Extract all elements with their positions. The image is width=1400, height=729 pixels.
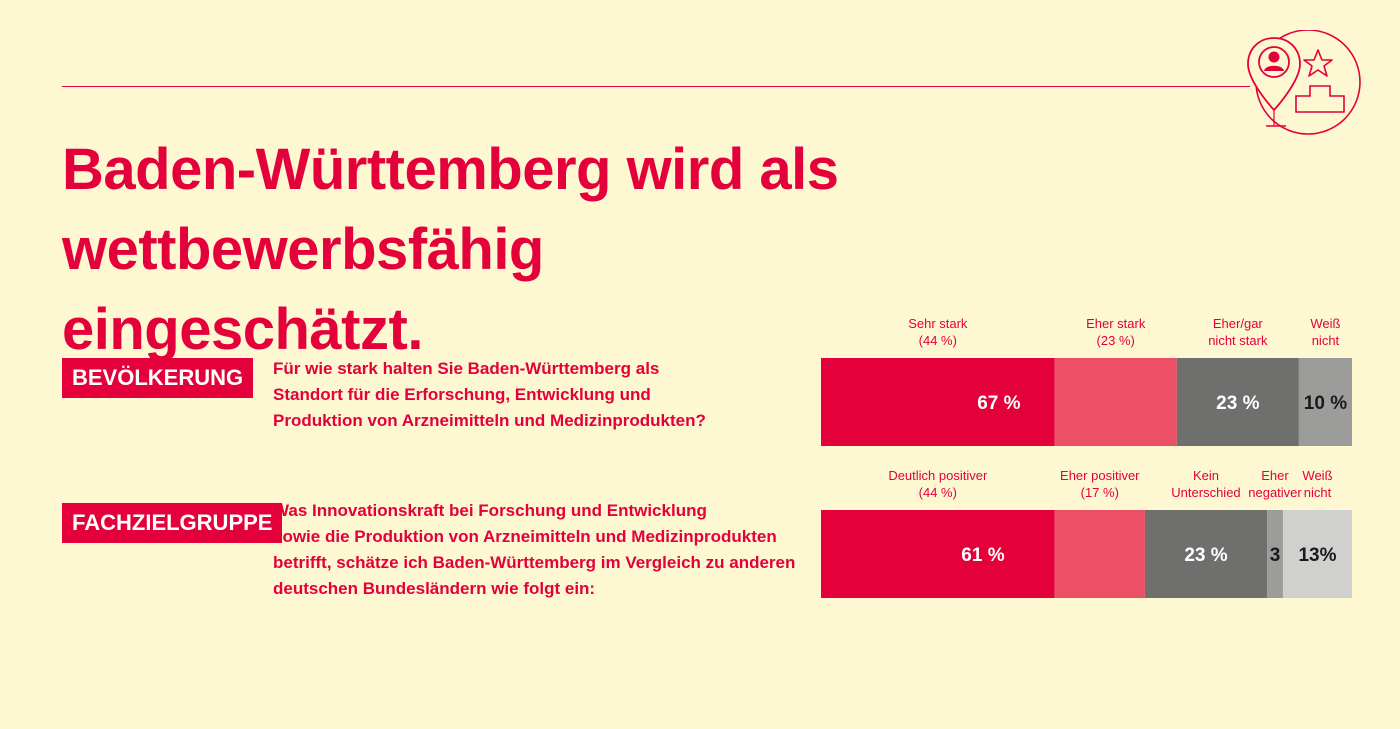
- segment-label: (17 %): [1081, 485, 1119, 500]
- location-pin-person-star-podium-icon: [1247, 30, 1361, 135]
- question-line: Was Innovationskraft bei Forschung und E…: [273, 501, 707, 520]
- bar-segment: [1054, 358, 1177, 446]
- bar-segment: [1282, 510, 1352, 598]
- segment-label: Deutlich positiver: [888, 468, 988, 483]
- question-line: Produktion von Arzneimitteln und Medizin…: [273, 411, 706, 430]
- badge-bevoelkerung: BEVÖLKERUNG: [62, 358, 254, 398]
- segment-label: Weiß: [1302, 468, 1332, 483]
- data-label: 23 %: [1184, 545, 1227, 566]
- title-line-2: eingeschätzt.: [62, 297, 423, 362]
- segment-label: Eher positiver: [1060, 468, 1140, 483]
- segment-label: Eher: [1261, 468, 1289, 483]
- data-label: 3: [1270, 545, 1281, 566]
- question-line: Standort für die Erforschung, Entwicklun…: [273, 385, 651, 404]
- data-label: 13%: [1298, 545, 1336, 566]
- segment-label: nicht: [1304, 485, 1332, 500]
- data-label: 10 %: [1304, 393, 1347, 414]
- bar-segment: [1267, 510, 1283, 598]
- page-title: Baden-Württemberg wird als wettbewerbsfä…: [62, 130, 1312, 370]
- question-line: Für wie stark halten Sie Baden-Württembe…: [273, 359, 660, 378]
- bar-segment: [1176, 358, 1299, 446]
- segment-label: nicht: [1312, 333, 1340, 348]
- title-line-1: Baden-Württemberg wird als wettbewerbsfä…: [62, 137, 839, 282]
- data-label: 61 %: [961, 545, 1004, 566]
- badge-fachzielgruppe: FACHZIELGRUPPE: [62, 503, 283, 543]
- question-line: deutschen Bundesländern wie folgt ein:: [273, 579, 596, 598]
- segment-label: (44 %): [919, 485, 957, 500]
- segment-label: Unterschied: [1171, 485, 1240, 500]
- data-label: 23 %: [1216, 393, 1259, 414]
- data-label: 67 %: [977, 393, 1020, 414]
- question-line: sowie die Produktion von Arzneimitteln u…: [273, 527, 777, 546]
- question-fachzielgruppe: Was Innovationskraft bei Forschung und E…: [273, 498, 813, 602]
- bar-segment: [821, 510, 1055, 598]
- bar-segment: [1144, 510, 1268, 598]
- question-line: betrifft, schätze ich Baden-Württemberg …: [273, 553, 796, 572]
- question-bevoelkerung: Für wie stark halten Sie Baden-Württembe…: [273, 356, 793, 434]
- bar-segment: [1298, 358, 1352, 446]
- segment-label: Kein: [1193, 468, 1219, 483]
- bar-segment: [821, 358, 1055, 446]
- segment-label: Weiß: [1310, 316, 1340, 331]
- segment-label: negativer: [1248, 485, 1302, 500]
- bar-segment: [1054, 510, 1145, 598]
- header-rule: [62, 86, 1250, 87]
